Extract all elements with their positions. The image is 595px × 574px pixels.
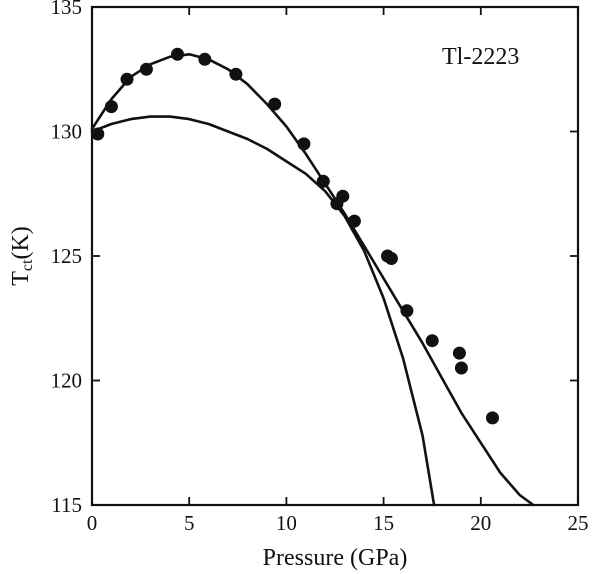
data-point: [425, 334, 439, 348]
x-tick-label: 15: [373, 511, 394, 535]
chart-annotation: Tl-2223: [442, 44, 519, 70]
ticks-layer: 0 5 10 15 20 25 115 120 125 130 135: [51, 0, 589, 535]
data-point: [120, 72, 134, 86]
x-tick-label: 0: [87, 511, 98, 535]
data-point: [452, 346, 466, 360]
y-axis-label-subscript: ct: [19, 259, 36, 271]
text-layer: Pressure (GPa) Tct(K) Tl-2223: [8, 44, 519, 571]
y-tick-label: 130: [51, 120, 83, 144]
fit-curve-1: [90, 53, 535, 507]
y-axis-label-suffix: (K): [8, 226, 34, 259]
plot-frame: [90, 5, 580, 507]
y-tick-label: 135: [51, 0, 83, 19]
x-tick-label: 5: [184, 511, 195, 535]
data-point: [171, 47, 184, 61]
data-point: [454, 361, 468, 375]
x-tick-label: 25: [568, 511, 589, 535]
y-axis-label-base: T: [8, 271, 34, 286]
x-tick-label: 10: [276, 511, 297, 535]
x-tick-label: 20: [470, 511, 491, 535]
fit-curve-2: [90, 115, 436, 507]
y-tick-label: 120: [51, 369, 83, 393]
y-tick-label: 125: [51, 244, 83, 268]
axes-layer: [90, 5, 580, 507]
data-point: [336, 189, 350, 203]
data-point: [486, 411, 499, 425]
y-tick-label: 115: [51, 493, 82, 517]
x-axis-label: Pressure (GPa): [263, 545, 408, 571]
data-point: [384, 252, 398, 265]
y-axis-label: Tct(K): [8, 226, 36, 286]
series-layer: [90, 47, 535, 507]
